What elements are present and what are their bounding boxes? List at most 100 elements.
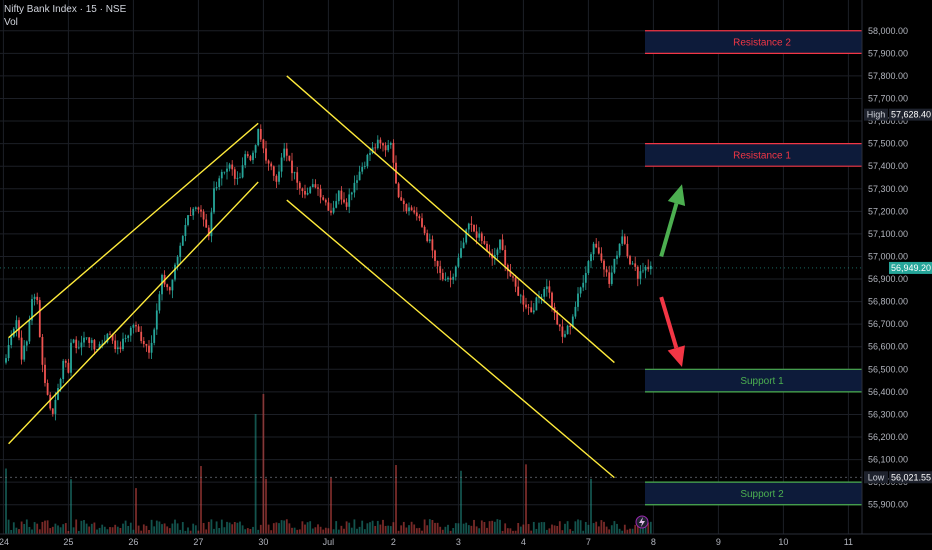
trend-line[interactable]: [8, 181, 259, 445]
volume-bar: [142, 524, 145, 534]
candle-body: [348, 194, 351, 207]
time-tick-label: Jul: [323, 537, 335, 547]
trend-line[interactable]: [286, 199, 615, 479]
time-tick-label: 25: [63, 537, 73, 547]
price-tick-label: 57,500.00: [868, 139, 908, 149]
tag-value-bg: [889, 108, 932, 121]
volume-bar: [202, 523, 205, 534]
volume-bar: [233, 521, 236, 534]
candle-body: [374, 147, 377, 149]
volume-bar: [441, 529, 444, 534]
lightning-icon[interactable]: [635, 515, 649, 529]
volume-bar: [83, 520, 85, 534]
trend-line[interactable]: [8, 122, 259, 339]
candle-body: [415, 212, 418, 217]
trend-line[interactable]: [286, 75, 615, 364]
candle-body: [644, 266, 647, 271]
candle-body: [616, 255, 618, 259]
candle-body: [387, 144, 390, 151]
candle-body: [93, 340, 96, 350]
volume-bar: [636, 523, 639, 534]
candle-body: [288, 155, 291, 161]
volume-bar: [527, 524, 530, 534]
volume-bar: [7, 519, 10, 534]
volume-bar: [488, 521, 491, 534]
candle-body: [330, 210, 332, 213]
volume-bar: [101, 524, 104, 534]
candle-body: [213, 188, 215, 213]
zone-resistance-2[interactable]: Resistance 2: [645, 30, 880, 54]
candle-body: [566, 325, 569, 335]
channel-ascending[interactable]: [8, 122, 259, 445]
channel-descending[interactable]: [286, 75, 615, 479]
candle-body: [376, 139, 379, 149]
time-tick-label: 9: [716, 537, 721, 547]
tag-value-bg: [889, 261, 932, 274]
volume-bar: [275, 522, 278, 534]
volume-bar: [231, 524, 234, 534]
volume-bar: [376, 520, 379, 534]
candle-body: [49, 394, 52, 409]
up-arrow[interactable]: [659, 184, 686, 258]
volume-bar: [608, 529, 611, 534]
price-axis[interactable]: [862, 0, 932, 550]
candles: [5, 124, 652, 421]
candle-body: [275, 175, 278, 182]
volume-bar: [644, 525, 647, 534]
volume-bar: [228, 522, 231, 534]
candle-body: [356, 180, 358, 183]
zone-support-2[interactable]: Support 2: [645, 481, 880, 506]
volume-bar: [603, 521, 605, 534]
candle-body: [517, 286, 520, 296]
candle-body: [44, 364, 46, 383]
volume-bar: [306, 522, 309, 534]
volume-bar: [93, 522, 96, 534]
candle-body: [418, 216, 421, 219]
volume-bar: [124, 520, 127, 534]
candle-body: [241, 165, 244, 178]
time-axis[interactable]: [0, 534, 932, 550]
volume-bar: [36, 523, 39, 534]
zone-support-1[interactable]: Support 1: [645, 368, 880, 393]
volume-bar: [530, 530, 533, 534]
candle-body: [343, 199, 345, 203]
candle-body: [613, 258, 616, 273]
volume-bar: [223, 527, 226, 534]
volume-bar: [499, 519, 501, 534]
candle-body: [98, 344, 101, 350]
candle-body: [431, 239, 434, 251]
volume-bar: [405, 527, 408, 534]
zone-label: Support 2: [740, 489, 784, 500]
volume-bar: [577, 519, 579, 534]
volume-bar: [613, 521, 616, 534]
volume-bar: [145, 525, 148, 534]
down-arrow[interactable]: [659, 296, 685, 368]
candle-body: [571, 316, 574, 328]
volume-bar: [597, 526, 600, 534]
volume-bar: [215, 521, 218, 534]
candle-body: [421, 218, 423, 227]
volume-bar: [304, 524, 306, 534]
zone-resistance-1[interactable]: Resistance 1: [645, 143, 880, 167]
volume-bar: [616, 523, 618, 534]
candle-body: [402, 200, 405, 205]
grid: [0, 0, 862, 534]
candle-body: [88, 337, 91, 343]
candle-body: [291, 160, 293, 174]
zone-label: Support 1: [740, 376, 784, 387]
volume-bar: [462, 523, 465, 534]
candle-body: [296, 172, 299, 183]
volume-bar: [293, 527, 296, 534]
candle-body: [252, 152, 254, 161]
candle-body: [259, 128, 262, 140]
volume-bar: [132, 529, 135, 534]
price-tick-label: 55,900.00: [868, 500, 908, 510]
candle-body: [345, 202, 348, 207]
time-tick-label: 27: [193, 537, 203, 547]
time-tick-label: 26: [128, 537, 138, 547]
candle-body: [132, 325, 135, 328]
candle-body: [246, 154, 249, 157]
candle-body: [83, 337, 85, 343]
candle-body: [447, 277, 449, 280]
